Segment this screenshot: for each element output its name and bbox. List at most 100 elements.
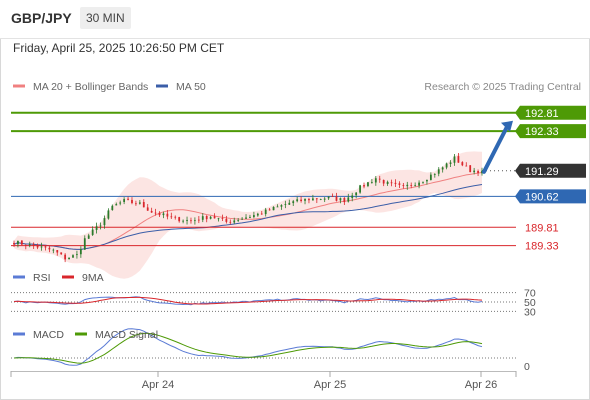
candle-body xyxy=(304,198,306,201)
candle-body xyxy=(418,182,420,186)
price-label-last: 191.29 xyxy=(525,166,559,178)
candle-body xyxy=(461,162,464,166)
candle-body xyxy=(217,218,220,220)
candle-body xyxy=(146,207,149,211)
candle-body xyxy=(477,171,479,173)
candle-body xyxy=(347,197,350,202)
candle-body xyxy=(48,247,51,250)
candle-body xyxy=(386,181,389,184)
forecast-arrow-shaft xyxy=(482,124,509,174)
candle-body xyxy=(465,165,468,167)
candle-body xyxy=(28,244,31,246)
candle-body xyxy=(308,199,310,201)
candle-body xyxy=(327,196,330,199)
candle-body xyxy=(367,182,369,187)
rsi-legend-label: 9MA xyxy=(82,272,104,284)
candle-body xyxy=(44,246,47,248)
candle-body xyxy=(260,213,263,215)
candle-body xyxy=(359,185,361,193)
candle-body xyxy=(437,169,440,174)
symbol-title: GBP/JPY xyxy=(11,10,72,26)
price-label-pivot: 190.62 xyxy=(525,191,559,203)
candle-body xyxy=(178,217,181,222)
timeframe-badge[interactable]: 30 MIN xyxy=(80,7,131,29)
time-tick-label: Apr 26 xyxy=(465,379,497,391)
price-label-resistance: 192.33 xyxy=(525,126,559,138)
candle-body xyxy=(76,254,78,256)
macd-legend-label: MACD Signal xyxy=(95,329,158,341)
candle-body xyxy=(194,220,196,222)
candle-body xyxy=(111,205,114,211)
candle-body xyxy=(311,198,314,201)
candle-body xyxy=(351,195,354,199)
candle-body xyxy=(154,212,157,214)
candle-body xyxy=(79,249,82,255)
candle-body xyxy=(52,249,55,251)
candle-body xyxy=(241,218,244,220)
candle-body xyxy=(272,206,275,211)
candle-body xyxy=(422,181,424,183)
candle-body xyxy=(225,218,228,222)
candle-body xyxy=(158,212,161,216)
forecast-arrow-head xyxy=(501,120,513,132)
candle-body xyxy=(166,213,169,217)
rsi-level-label: 50 xyxy=(524,297,536,309)
candle-body xyxy=(335,196,338,201)
candle-body xyxy=(103,218,106,226)
candle-body xyxy=(473,170,476,173)
time-tick-label: Apr 24 xyxy=(142,379,174,391)
candle-body xyxy=(370,182,373,183)
candle-body xyxy=(123,199,126,202)
candle-body xyxy=(131,199,133,204)
candle-body xyxy=(280,205,283,207)
candle-body xyxy=(284,204,287,206)
legend-label: MA 50 xyxy=(176,81,206,93)
candle-body xyxy=(72,255,74,258)
chart-header: GBP/JPY 30 MIN xyxy=(0,0,590,39)
candle-body xyxy=(182,220,185,222)
candle-body xyxy=(201,216,204,220)
candle-body xyxy=(127,198,129,200)
candle-body xyxy=(426,179,428,182)
candle-body xyxy=(83,238,86,250)
ma50-line xyxy=(13,184,483,250)
candle-body xyxy=(276,206,279,208)
candle-body xyxy=(142,202,145,208)
candle-body xyxy=(190,220,192,222)
candle-body xyxy=(382,179,385,184)
candle-body xyxy=(32,244,35,246)
candle-body xyxy=(252,215,255,218)
price-label-resistance: 192.81 xyxy=(525,108,559,120)
price-tag-resistance xyxy=(515,124,586,139)
price-legend: MA 20 + Bollinger Bands MA 50 xyxy=(13,81,206,93)
candle-body xyxy=(162,213,165,216)
candle-body xyxy=(433,174,436,175)
candle-body xyxy=(410,185,413,187)
candle-body xyxy=(56,250,59,253)
candle-body xyxy=(20,240,23,245)
candle-body xyxy=(296,199,299,202)
candle-body xyxy=(429,174,432,180)
price-tag-last xyxy=(515,163,586,178)
candle-body xyxy=(170,216,173,218)
candle-body xyxy=(406,184,409,187)
macd-signal-line xyxy=(13,332,483,364)
candle-body xyxy=(209,216,212,219)
candle-body xyxy=(398,183,401,185)
candle-body xyxy=(150,210,153,213)
candle-body xyxy=(445,163,448,168)
candle-body xyxy=(390,182,393,184)
rsi-level-label: 30 xyxy=(524,306,536,318)
candle-body xyxy=(300,199,302,202)
candle-body xyxy=(245,217,247,219)
candle-body xyxy=(331,196,334,197)
timestamp: Friday, April 25, 2025 10:26:50 PM CET xyxy=(13,41,225,55)
candle-body xyxy=(119,202,122,204)
bollinger-band xyxy=(14,151,482,279)
candle-body xyxy=(315,198,318,200)
candle-body xyxy=(249,216,251,218)
candle-body xyxy=(91,229,94,235)
candle-body xyxy=(469,165,472,173)
macd-legend-label: MACD xyxy=(33,329,64,341)
